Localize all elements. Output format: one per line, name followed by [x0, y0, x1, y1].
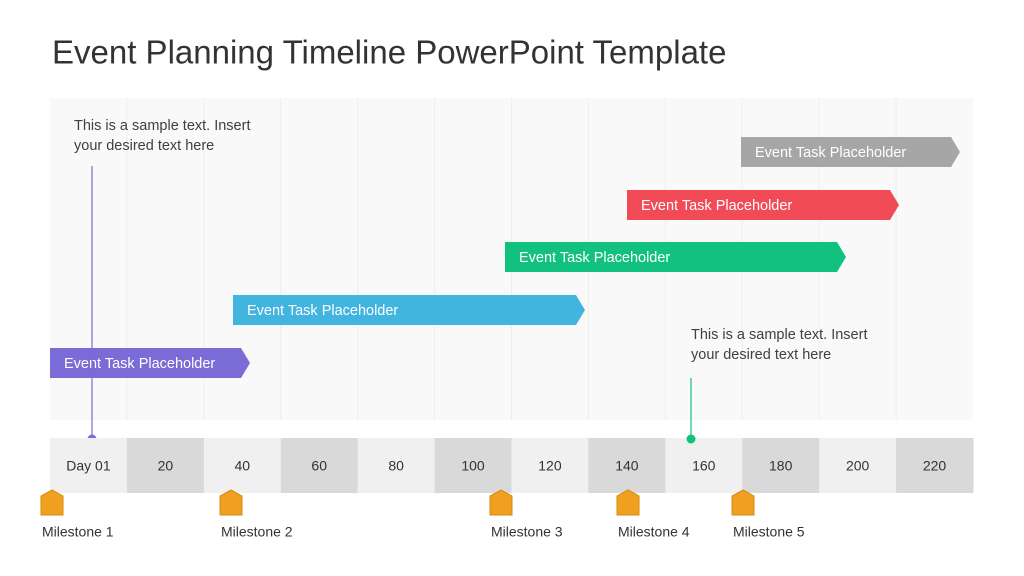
milestone-icon [489, 489, 513, 516]
milestone-label: Milestone 3 [491, 524, 563, 540]
timeline-label: 40 [235, 458, 251, 474]
timeline-label: 20 [158, 458, 174, 474]
timeline-label: 100 [461, 458, 485, 474]
timeline-cell [742, 438, 820, 493]
timeline-cell [588, 438, 666, 493]
milestones: Milestone 1 Milestone 2 Milestone 3 Milesto… [40, 489, 805, 540]
milestone-icon [731, 489, 755, 516]
timeline-label: 220 [923, 458, 947, 474]
timeline-label: 80 [388, 458, 404, 474]
task-bar [233, 295, 585, 325]
timeline-label: 140 [615, 458, 639, 474]
timeline-cell [819, 438, 897, 493]
task-label: Event Task Placeholder [247, 303, 398, 319]
timeline-cell [126, 438, 205, 493]
timeline-label: 200 [846, 458, 870, 474]
timeline-cell [50, 438, 128, 493]
milestone-label: Milestone 2 [221, 524, 293, 540]
slide-title: Event Planning Timeline PowerPoint Templ… [52, 34, 726, 71]
milestone-label: Milestone 5 [733, 524, 805, 540]
task-label: Event Task Placeholder [519, 250, 670, 266]
note-dot [686, 434, 696, 444]
task-bar [741, 137, 960, 167]
timeline-label: 160 [692, 458, 716, 474]
task-label: Event Task Placeholder [755, 145, 906, 161]
milestone-icon [616, 489, 640, 516]
note-text: your desired text here [691, 347, 831, 363]
timeline-row: Day 01 20 40 60 80 100 120 140 160 180 200 220 [50, 438, 974, 493]
milestone-icon [40, 489, 64, 516]
note-text: This is a sample text. Insert [74, 118, 250, 134]
timeline-cell [280, 438, 359, 493]
timeline-cell [511, 438, 589, 493]
timeline-cell [896, 438, 974, 493]
task-label: Event Task Placeholder [641, 198, 792, 214]
milestone-label: Milestone 1 [42, 524, 114, 540]
task-bar [505, 242, 846, 272]
note-text: This is a sample text. Insert [691, 327, 867, 343]
timeline-cell [203, 438, 282, 493]
timeline-cell [434, 438, 512, 493]
milestone-label: Milestone 4 [618, 524, 690, 540]
task-label: Event Task Placeholder [64, 356, 215, 372]
task-bar [627, 190, 899, 220]
task-bars: Event Task Placeholder Event Task Placeho… [50, 137, 960, 378]
timeline-cell [665, 438, 743, 493]
timeline-label: 180 [769, 458, 793, 474]
timeline-label: 60 [311, 458, 327, 474]
timeline-label: Day 01 [66, 458, 111, 474]
milestone-icon [219, 489, 243, 516]
task-bar [50, 348, 250, 378]
note-text: your desired text here [74, 138, 214, 154]
timeline-cell [357, 438, 436, 493]
timeline-label: 120 [538, 458, 562, 474]
